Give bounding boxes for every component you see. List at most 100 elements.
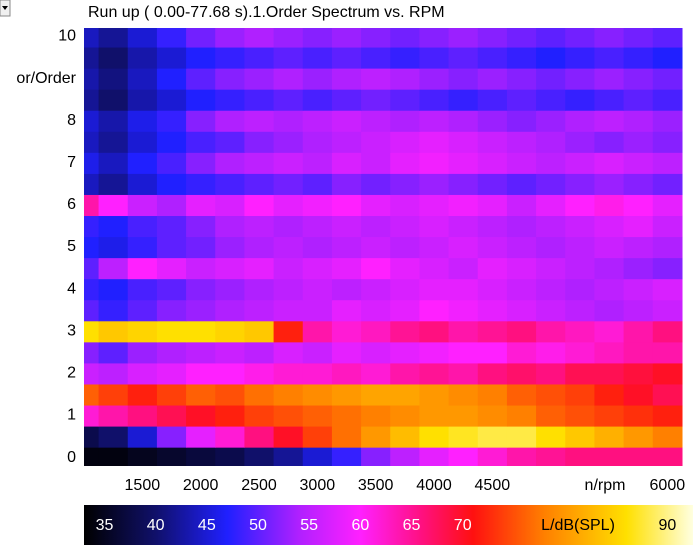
heatmap-cell	[506, 341, 537, 364]
heatmap-cell	[273, 257, 304, 280]
heatmap-cell	[331, 278, 362, 301]
heatmap-cell	[536, 131, 566, 153]
heatmap-cell	[506, 447, 537, 466]
heatmap-cell	[186, 152, 216, 174]
heatmap-cell	[623, 236, 654, 259]
heatmap-cell	[273, 404, 304, 427]
heatmap-cell	[506, 320, 537, 343]
heatmap-cell	[448, 257, 479, 280]
heatmap-cell	[652, 425, 683, 448]
heatmap-cell	[565, 362, 596, 385]
heatmap-cell	[477, 152, 508, 174]
heatmap-cell	[361, 425, 391, 448]
heatmap-cell	[477, 341, 508, 364]
heatmap-cell	[419, 194, 450, 217]
heatmap-cell	[127, 28, 158, 48]
heatmap-cell	[331, 404, 362, 427]
heatmap-cell	[536, 299, 566, 322]
colorbar-tick-label: 60	[351, 517, 369, 534]
heatmap-cell	[565, 383, 596, 406]
heatmap-cell	[273, 236, 304, 259]
heatmap-cell	[98, 362, 129, 385]
heatmap-cell	[215, 425, 246, 448]
heatmap-cell	[84, 215, 100, 238]
heatmap-cell	[156, 320, 187, 343]
heatmap-cell	[477, 299, 508, 322]
heatmap-cell	[127, 404, 158, 427]
heatmap-cell	[98, 299, 129, 322]
heatmap-cell	[156, 28, 187, 48]
heatmap-cell	[594, 68, 625, 90]
heatmap-cell	[273, 447, 304, 466]
heatmap-cell	[565, 447, 596, 466]
heatmap-cell	[448, 89, 479, 111]
heatmap-cell	[390, 404, 421, 427]
heatmap-cell	[215, 236, 246, 259]
heatmap-cell	[273, 215, 304, 238]
heatmap-cell	[127, 362, 158, 385]
heatmap-cell	[565, 89, 596, 111]
heatmap-cell	[273, 110, 304, 132]
heatmap-cell	[244, 299, 275, 322]
heatmap-cell	[302, 131, 333, 153]
heatmap-cell	[244, 46, 275, 69]
heatmap-cell	[331, 320, 362, 343]
heatmap-cell	[361, 194, 391, 217]
x-tick-label: 6000	[650, 477, 686, 494]
heatmap-cell	[506, 152, 537, 174]
heatmap-cell	[390, 46, 421, 69]
heatmap-cell	[127, 278, 158, 301]
heatmap-cell	[623, 362, 654, 385]
heatmap-cell	[331, 173, 362, 195]
heatmap-cell	[565, 257, 596, 280]
heatmap-cell	[477, 404, 508, 427]
colorbar-label: L/dB(SPL)	[541, 517, 615, 534]
heatmap-cell	[331, 46, 362, 69]
heatmap-cell	[506, 28, 537, 48]
heatmap-cell	[594, 46, 625, 69]
heatmap-cell	[448, 194, 479, 217]
heatmap-cell	[215, 131, 246, 153]
heatmap-cell	[186, 89, 216, 111]
heatmap-cell	[623, 173, 654, 195]
heatmap-cell	[477, 278, 508, 301]
heatmap-cell	[215, 341, 246, 364]
heatmap-cell	[127, 383, 158, 406]
y-tick-label: 2	[67, 365, 76, 382]
heatmap-cell	[127, 173, 158, 195]
heatmap-cell	[594, 110, 625, 132]
x-tick-label: 4500	[475, 477, 511, 494]
heatmap-cell	[361, 46, 391, 69]
heatmap-cell	[244, 404, 275, 427]
heatmap-cell	[302, 173, 333, 195]
heatmap-cell	[390, 215, 421, 238]
heatmap-cell	[477, 383, 508, 406]
heatmap-cell	[623, 383, 654, 406]
heatmap-cell	[565, 299, 596, 322]
y-tick-label: 5	[67, 238, 76, 255]
heatmap-cell	[623, 257, 654, 280]
heatmap-cell	[565, 404, 596, 427]
heatmap-cell	[186, 383, 216, 406]
heatmap-cell	[477, 110, 508, 132]
heatmap-cell	[84, 68, 100, 90]
heatmap-cell	[565, 320, 596, 343]
colorbar-tick-label: 70	[454, 517, 472, 534]
heatmap-cell	[623, 194, 654, 217]
heatmap-cell	[623, 320, 654, 343]
heatmap-cell	[98, 131, 129, 153]
heatmap-cell	[361, 278, 391, 301]
heatmap-cell	[419, 236, 450, 259]
heatmap-cell	[652, 89, 683, 111]
heatmap-cell	[244, 28, 275, 48]
heatmap-cell	[419, 131, 450, 153]
heatmap-cell	[215, 194, 246, 217]
heatmap-cell	[506, 383, 537, 406]
heatmap-cell	[536, 110, 566, 132]
heatmap-cell	[506, 299, 537, 322]
heatmap-cell	[594, 383, 625, 406]
heatmap-cell	[419, 152, 450, 174]
heatmap-cell	[536, 28, 566, 48]
heatmap-cell	[215, 46, 246, 69]
heatmap-cell	[594, 215, 625, 238]
